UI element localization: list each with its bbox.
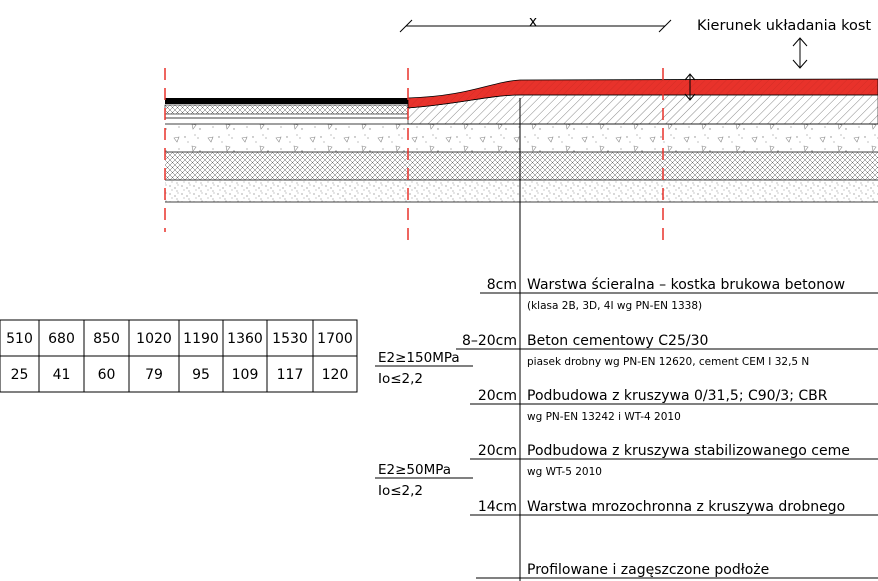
layer-2-thickness: 8–20cm (462, 333, 517, 349)
layer-6-name: Profilowane i zagęszczone podłoże (527, 562, 769, 578)
table-cell-r1-c1: 510 (6, 331, 33, 347)
aggregate-base-layer (165, 124, 878, 152)
layer-4-note: wg WT-5 2010 (527, 466, 602, 478)
frost-protection-layer (165, 180, 878, 202)
concrete-bedding-layer (407, 94, 878, 125)
layer-1-name: Warstwa ścieralna – kostka brukowa beton… (527, 277, 845, 293)
layer-4-name: Podbudowa z kruszywa stabilizowanego cem… (527, 443, 850, 459)
table-cell-r1-c8: 1700 (317, 331, 353, 347)
param-1-io: Io≤2,2 (378, 371, 423, 387)
table-cell-r2-c8: 120 (322, 367, 349, 383)
layer-3-name: Podbudowa z kruszywa 0/31,5; C90/3; CBR (527, 388, 828, 404)
table-cell-r2-c2: 41 (53, 367, 71, 383)
table-cell-r2-c1: 25 (11, 367, 29, 383)
stabilised-base-layer (165, 152, 878, 180)
table-cell-r1-c3: 850 (93, 331, 120, 347)
table-cell-r1-c7: 1530 (272, 331, 308, 347)
param-2-io: Io≤2,2 (378, 483, 423, 499)
layer-1-note: (klasa 2B, 3D, 4I wg PN-EN 1338) (527, 300, 702, 312)
values-table: 510 680 850 1020 1190 1360 1530 1700 25 41 60 79 95 1… (0, 319, 358, 393)
laying-direction-label: Kierunek układania kost (697, 18, 871, 34)
table-cell-r1-c5: 1190 (183, 331, 219, 347)
existing-base-hatch (164, 104, 409, 115)
existing-asphalt-layer (165, 98, 408, 104)
table-cell-r1-c6: 1360 (227, 331, 263, 347)
table-cell-r2-c5: 95 (192, 367, 210, 383)
dimension-x-label: x (529, 14, 537, 30)
layer-3-note: wg PN-EN 13242 i WT-4 2010 (527, 411, 681, 423)
double-arrow-icon (792, 37, 808, 69)
layer-descriptions: 8cm Warstwa ścieralna – kostka brukowa b… (462, 277, 850, 578)
table-cell-r1-c2: 680 (48, 331, 75, 347)
layer-2-name: Beton cementowy C25/30 (527, 333, 708, 349)
layer-5-name: Warstwa mrozochronna z kruszywa drobnego (527, 499, 845, 515)
layer-5-thickness: 14cm (478, 499, 517, 515)
layer-1-thickness: 8cm (487, 277, 517, 293)
table-cell-r2-c7: 117 (277, 367, 304, 383)
cross-section (164, 68, 878, 244)
param-2-e2: E2≥50MPa (378, 462, 451, 478)
table-cell-r2-c6: 109 (232, 367, 259, 383)
table-cell-r2-c4: 79 (145, 367, 163, 383)
layer-3-thickness: 20cm (478, 388, 517, 404)
bearing-parameters: E2≥150MPa Io≤2,2 E2≥50MPa Io≤2,2 (378, 350, 460, 499)
thickness-marker (684, 73, 696, 101)
table-cell-r1-c4: 1020 (136, 331, 172, 347)
layer-4-thickness: 20cm (478, 443, 517, 459)
layer-2-note: piasek drobny wg PN-EN 12620, cement CEM… (527, 356, 809, 368)
table-cell-r2-c3: 60 (98, 367, 116, 383)
param-1-e2: E2≥150MPa (378, 350, 460, 366)
dimension-x (399, 19, 672, 33)
leader-lines (375, 98, 878, 581)
